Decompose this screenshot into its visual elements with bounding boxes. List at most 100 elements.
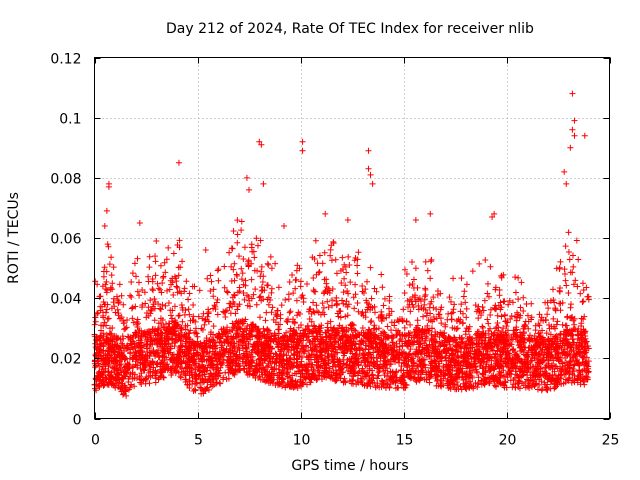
data-point — [479, 324, 486, 331]
data-point — [463, 281, 470, 288]
data-point — [484, 290, 491, 297]
data-point — [224, 289, 231, 296]
data-point — [401, 266, 408, 273]
data-point — [222, 314, 229, 321]
data-point — [251, 254, 258, 261]
data-point — [240, 281, 247, 288]
data-point — [111, 303, 118, 310]
data-point — [193, 330, 200, 337]
data-point — [354, 262, 361, 269]
data-point — [557, 258, 564, 265]
data-point — [141, 367, 148, 374]
data-point — [165, 244, 172, 251]
data-point — [214, 361, 221, 368]
data-point — [476, 260, 483, 267]
data-point — [373, 354, 380, 361]
data-point — [481, 297, 488, 304]
data-point — [421, 301, 428, 308]
data-point — [149, 286, 156, 293]
data-point — [550, 315, 557, 322]
data-point — [127, 292, 134, 299]
data-point — [145, 304, 152, 311]
data-point — [463, 305, 470, 312]
data-point — [103, 278, 110, 285]
data-point — [536, 311, 543, 318]
data-point — [226, 249, 233, 256]
data-point — [168, 281, 175, 288]
data-point — [462, 299, 469, 306]
data-point — [506, 297, 513, 304]
data-point — [429, 325, 436, 332]
data-point — [146, 264, 153, 271]
data-point — [313, 302, 320, 309]
data-point — [217, 364, 224, 371]
data-point — [275, 284, 282, 291]
data-point — [277, 311, 284, 318]
data-point — [179, 258, 186, 265]
data-point — [131, 352, 138, 359]
data-point — [175, 272, 182, 279]
data-point — [235, 253, 242, 260]
data-point — [147, 308, 154, 315]
data-point — [459, 320, 466, 327]
data-point — [475, 315, 482, 322]
data-point — [580, 287, 587, 294]
data-point — [131, 383, 138, 390]
data-point — [220, 356, 227, 363]
data-point — [379, 284, 386, 291]
data-point — [366, 301, 373, 308]
data-point — [268, 309, 275, 316]
data-point — [387, 372, 394, 379]
data-point — [295, 324, 302, 331]
data-point — [325, 304, 332, 311]
data-point — [544, 311, 551, 318]
data-point — [562, 322, 569, 329]
data-point — [152, 367, 159, 374]
data-point — [149, 287, 156, 294]
data-point — [128, 279, 135, 286]
data-point — [327, 246, 334, 253]
data-point — [351, 305, 358, 312]
data-point — [134, 288, 141, 295]
data-point — [165, 300, 172, 307]
data-point — [585, 365, 592, 372]
data-point — [469, 367, 476, 374]
data-point — [115, 372, 122, 379]
data-point — [103, 289, 110, 296]
data-point — [414, 317, 421, 324]
data-point — [569, 252, 576, 259]
data-point — [251, 372, 258, 379]
data-point — [187, 327, 194, 334]
data-point — [505, 301, 512, 308]
data-point — [210, 293, 217, 300]
data-point — [480, 307, 487, 314]
data-point — [324, 298, 331, 305]
data-point — [352, 327, 359, 334]
data-point — [242, 277, 249, 284]
data-point — [272, 260, 279, 267]
data-point — [472, 302, 479, 309]
data-point — [498, 313, 505, 320]
data-point — [531, 332, 538, 339]
data-point — [524, 312, 531, 319]
data-point — [421, 339, 428, 346]
data-point — [522, 318, 529, 325]
data-point — [201, 321, 208, 328]
data-point — [183, 278, 190, 285]
data-point — [368, 318, 375, 325]
data-point — [238, 276, 245, 283]
data-point — [259, 287, 266, 294]
data-point — [427, 258, 434, 265]
data-point — [253, 235, 260, 242]
data-point — [448, 298, 455, 305]
data-point — [354, 270, 361, 277]
data-point — [143, 341, 150, 348]
data-point — [457, 383, 464, 390]
data-point — [146, 380, 153, 387]
data-point — [341, 275, 348, 282]
data-point — [282, 296, 289, 303]
data-point — [231, 291, 238, 298]
data-point — [371, 285, 378, 292]
data-point — [388, 319, 395, 326]
